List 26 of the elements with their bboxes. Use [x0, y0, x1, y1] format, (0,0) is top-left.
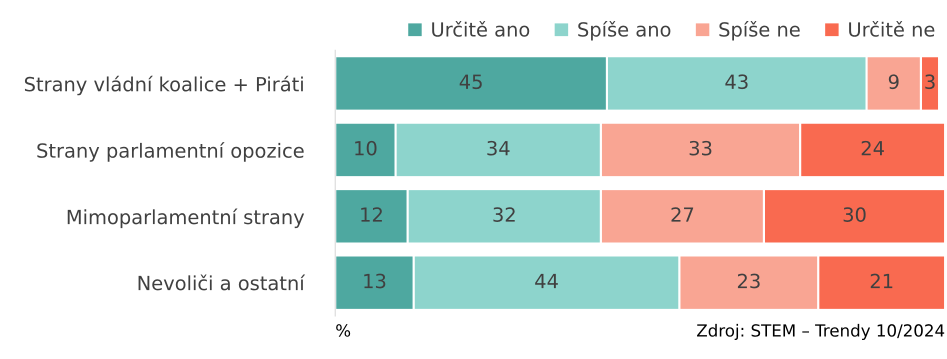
y-tick-label: Mimoparlamentní strany: [68, 208, 304, 228]
text: %: [336, 324, 350, 337]
data-label: 23: [738, 274, 760, 288]
legend-label: Určitě ano: [432, 20, 530, 37]
data-label: 9: [888, 74, 899, 90]
data-label: 13: [364, 274, 386, 288]
legend-label: Spíše ne: [719, 20, 800, 41]
data-label: 21: [870, 274, 892, 288]
data-label: 43: [725, 74, 748, 90]
data-label: 44: [535, 274, 558, 288]
data-label: 45: [460, 74, 482, 90]
legend-label: Spíše ano: [578, 20, 670, 41]
data-label: 3: [925, 74, 935, 90]
data-label: 10: [355, 140, 377, 156]
data-label: 12: [361, 207, 382, 222]
legend-label: Určitě ne: [849, 20, 934, 37]
data-label: 27: [671, 207, 694, 222]
data-label: 30: [844, 207, 866, 222]
y-tick-label: Strany vládní koalice + Piráti: [24, 76, 303, 96]
y-tick-label: Strany parlamentní opozice: [37, 142, 304, 162]
text: Zdroj: STEM – Trendy 10/2024: [697, 324, 944, 340]
y-tick-label: Nevoliči a ostatní: [138, 274, 306, 290]
data-label: 33: [690, 140, 712, 156]
data-label: 24: [862, 140, 884, 156]
data-label: 34: [487, 140, 510, 156]
data-label: 32: [493, 207, 515, 222]
